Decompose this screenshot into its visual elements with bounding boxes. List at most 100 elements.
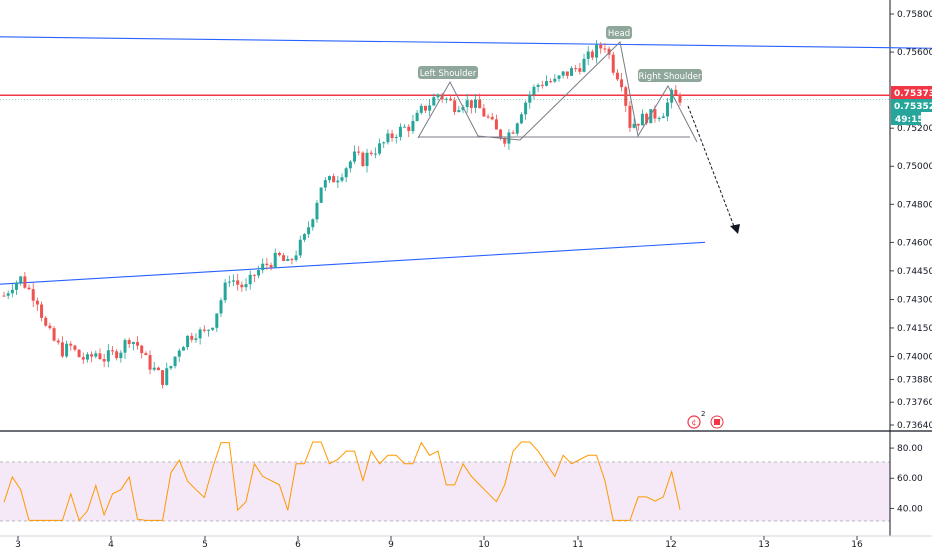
candle-body xyxy=(515,123,519,134)
candle-body xyxy=(674,89,678,95)
candle-body xyxy=(77,349,81,358)
last-price-tag: 0.75352 xyxy=(891,99,932,112)
left-shoulder-label[interactable]: Left Shoulder xyxy=(418,66,478,79)
candle-body xyxy=(407,126,411,132)
candle-body xyxy=(636,123,640,126)
candle-body xyxy=(302,234,306,240)
time-tick-label: 11 xyxy=(572,540,583,550)
candle-body xyxy=(319,187,323,203)
currency-event-icon[interactable]: ¢ 2 xyxy=(687,410,705,429)
candle-body xyxy=(227,281,231,283)
price-tick-label: 0.75000 xyxy=(897,162,932,172)
candle-body xyxy=(323,180,327,188)
candle-body xyxy=(102,359,106,362)
candle-body xyxy=(657,118,661,120)
canada-flag-icon[interactable] xyxy=(710,415,724,429)
candle-body xyxy=(361,152,365,167)
price-pane-background xyxy=(0,0,890,430)
candle-body xyxy=(277,252,281,256)
candle-body xyxy=(561,71,565,76)
event-count: 2 xyxy=(701,410,705,418)
candle-body xyxy=(40,304,44,318)
candle-body xyxy=(2,295,6,297)
current-price-tag: 0.75373 xyxy=(891,86,932,99)
price-tick-label: 0.73760 xyxy=(897,398,932,408)
candle-body xyxy=(344,168,348,178)
price-axis[interactable]: 0.75800 0.75600 0.75200 0.75000 0.74800 0.746… xyxy=(890,10,932,431)
candle-body xyxy=(398,126,402,137)
candle-body xyxy=(574,68,578,70)
candle-body xyxy=(586,51,590,59)
candle-body xyxy=(590,51,594,58)
candle-body xyxy=(265,263,269,265)
candle-body xyxy=(540,84,544,86)
price-tick-label: 0.74450 xyxy=(897,267,932,277)
candle-body xyxy=(152,367,156,370)
candle-body xyxy=(611,54,615,73)
candle-body xyxy=(69,343,73,346)
candle-body xyxy=(202,329,206,331)
candle-body xyxy=(56,340,60,343)
candle-body xyxy=(390,133,394,138)
lower-trendline[interactable] xyxy=(0,241,706,285)
candle-body xyxy=(298,239,302,256)
candle-body xyxy=(140,345,144,354)
time-tick-label: 13 xyxy=(758,540,769,550)
candle-body xyxy=(240,284,244,288)
candle-body xyxy=(19,276,23,283)
rsi-axis[interactable]: 80.00 60.00 40.00 xyxy=(890,444,923,514)
candle-body xyxy=(665,102,669,117)
candle-body xyxy=(31,289,35,301)
upper-trendline[interactable] xyxy=(0,36,932,49)
candle-body xyxy=(127,340,131,345)
candle-body xyxy=(294,255,298,260)
current-price-text: 0.75373 xyxy=(894,89,932,99)
candle-body xyxy=(177,350,181,357)
candle-body xyxy=(432,97,436,106)
candle-body xyxy=(173,356,177,367)
time-tick-label: 10 xyxy=(478,540,490,550)
candle-body xyxy=(44,317,48,326)
candle-body xyxy=(136,342,140,346)
candle-body xyxy=(85,354,89,360)
candle-body xyxy=(465,100,469,108)
candle-body xyxy=(557,75,561,79)
candle-body xyxy=(336,180,340,183)
candle-body xyxy=(219,300,223,314)
candle-body xyxy=(206,329,210,331)
time-tick-label: 6 xyxy=(295,540,301,550)
candle-body xyxy=(123,340,127,353)
candle-body xyxy=(678,94,682,103)
candle-body xyxy=(620,79,624,88)
candle-body xyxy=(394,136,398,138)
candle-body xyxy=(486,116,490,118)
right-shoulder-label[interactable]: Right Shoulder xyxy=(638,69,702,82)
candle-body xyxy=(461,107,465,111)
head-text: Head xyxy=(608,29,630,39)
candle-body xyxy=(423,105,427,111)
candle-body xyxy=(315,202,319,220)
price-tick-label: 0.74300 xyxy=(897,295,932,305)
time-axis[interactable]: 3 4 5 6 9 10 11 12 13 16 xyxy=(15,536,863,550)
candle-body xyxy=(378,143,382,154)
candle-body xyxy=(248,274,252,285)
candle-body xyxy=(519,114,523,124)
candle-body xyxy=(661,116,665,119)
candle-body xyxy=(640,113,644,126)
candle-body xyxy=(35,300,39,305)
rsi-tick-label: 60.00 xyxy=(897,474,923,484)
candle-body xyxy=(549,81,553,83)
candle-body xyxy=(524,102,528,115)
head-label[interactable]: Head xyxy=(606,26,632,39)
candle-body xyxy=(27,287,31,290)
candle-body xyxy=(244,284,248,288)
price-tick-label: 0.74800 xyxy=(897,200,932,210)
candle-body xyxy=(532,86,536,95)
candle-body xyxy=(23,276,27,288)
left-shoulder-text: Left Shoulder xyxy=(420,69,477,79)
candle-body xyxy=(81,357,85,360)
candle-body xyxy=(223,282,227,301)
candle-body xyxy=(411,120,415,132)
candle-body xyxy=(211,327,215,330)
candle-body xyxy=(599,44,603,49)
